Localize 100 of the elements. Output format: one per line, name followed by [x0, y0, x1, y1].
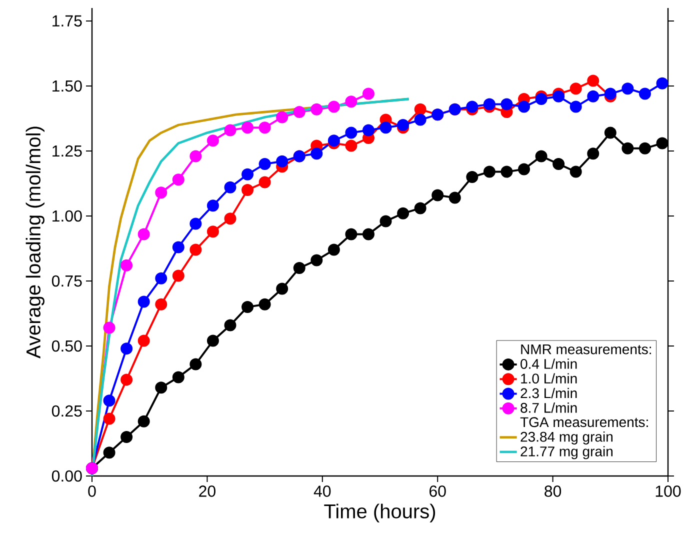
point: [190, 150, 202, 162]
point: [310, 148, 323, 160]
point: [242, 301, 254, 313]
point: [656, 77, 668, 90]
legend-label: 8.7 L/min: [520, 402, 577, 413]
point: [120, 342, 133, 355]
point: [120, 259, 133, 272]
point: [345, 96, 358, 108]
point: [190, 218, 202, 230]
x-tick-label: 0: [88, 486, 96, 497]
point: [206, 334, 219, 347]
point: [604, 88, 616, 100]
point: [414, 114, 426, 126]
point: [276, 282, 288, 295]
point: [155, 298, 168, 310]
point: [224, 181, 236, 194]
point: [638, 88, 651, 100]
y-tick-label: 0.50: [52, 340, 82, 352]
point: [172, 270, 184, 282]
legend-label: 23.84 mg grain: [520, 431, 612, 445]
point: [276, 155, 288, 168]
point: [242, 168, 254, 180]
point: [206, 200, 219, 212]
point: [552, 90, 565, 102]
point: [224, 124, 236, 136]
point: [190, 244, 202, 256]
point: [138, 228, 150, 240]
legend-label: 21.77 mg grain: [520, 446, 612, 460]
x-tick-label: 80: [544, 486, 562, 497]
point: [535, 150, 548, 162]
point: [190, 358, 202, 370]
point: [380, 215, 392, 228]
y-tick-label: 0.75: [52, 275, 82, 287]
point: [155, 272, 168, 284]
point: [380, 122, 392, 134]
point: [206, 226, 219, 238]
point: [103, 412, 116, 425]
y-tick-label: 1.50: [52, 80, 82, 92]
point: [293, 106, 306, 118]
point: [103, 322, 116, 334]
point: [258, 298, 271, 310]
point: [345, 140, 358, 152]
y-tick-label: 0.25: [52, 405, 82, 417]
point: [103, 394, 116, 407]
point: [224, 212, 236, 225]
point: [570, 100, 582, 113]
point: [414, 202, 426, 214]
point: [570, 82, 582, 95]
point: [258, 176, 271, 188]
point: [138, 415, 150, 428]
x-axis-title: Time (hours): [324, 504, 436, 522]
point: [138, 296, 150, 308]
point: [535, 93, 548, 105]
point: [518, 100, 530, 113]
annotation: TGA measurements:: [520, 417, 648, 428]
point: [656, 137, 668, 150]
point: [345, 126, 358, 139]
point: [120, 431, 133, 444]
point: [587, 90, 600, 102]
point: [328, 244, 340, 256]
point: [552, 158, 565, 170]
point: [155, 186, 168, 199]
point: [172, 371, 184, 384]
point: [604, 126, 616, 139]
x-tick-label: 60: [430, 486, 446, 497]
point: [466, 171, 478, 183]
point: [362, 228, 374, 240]
point: [138, 334, 150, 347]
point: [362, 88, 374, 100]
point: [155, 382, 168, 394]
point: [397, 207, 410, 220]
y-axis-title: Average loading (mol/mol): [26, 126, 44, 359]
point: [103, 446, 116, 459]
point: [500, 166, 513, 178]
point: [638, 142, 651, 154]
point: [500, 98, 513, 110]
legend-label: 0.4 L/min: [520, 358, 577, 369]
point: [172, 241, 184, 254]
point: [258, 158, 271, 170]
point: [570, 166, 582, 178]
legend-label: 1.0 L/min: [521, 373, 577, 384]
point: [328, 134, 340, 147]
point: [242, 122, 254, 134]
point: [328, 100, 340, 113]
point: [276, 111, 288, 124]
y-tick-label: 1.25: [52, 145, 82, 157]
point: [414, 103, 426, 116]
x-tick-label: 100: [656, 486, 681, 497]
point: [622, 82, 634, 95]
point: [587, 74, 600, 87]
point: [448, 192, 461, 204]
point: [258, 122, 271, 134]
y-tick-label: 0.00: [52, 470, 82, 482]
point: [345, 228, 358, 240]
point: [224, 319, 236, 332]
point: [483, 166, 496, 178]
point: [310, 254, 323, 266]
point: [466, 100, 478, 113]
point: [397, 119, 410, 131]
point: [310, 103, 323, 116]
